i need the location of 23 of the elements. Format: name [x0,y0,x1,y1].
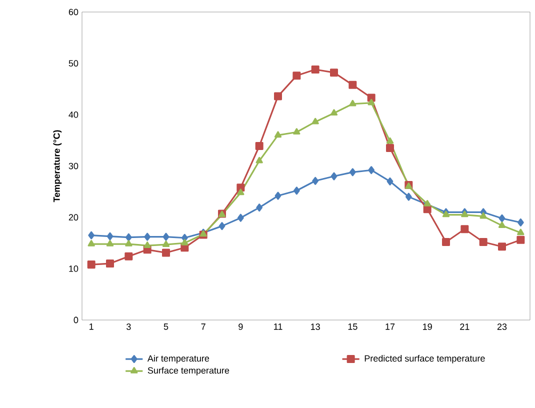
x-tick-label: 11 [274,324,282,330]
legend-label: Surface temperature [148,367,230,376]
y-tick-label: 30 [68,162,78,170]
x-tick-label: 9 [238,324,243,330]
y-axis-title: Temperature (°C) [53,130,62,202]
y-tick-label: 40 [68,111,78,118]
x-tick-label: 7 [201,324,206,330]
x-tick-label: 17 [386,324,395,330]
x-tick-label: 13 [311,324,320,330]
x-tick-label: 19 [423,324,432,330]
y-tick-label: 60 [68,8,78,16]
x-tick-label: 21 [460,324,470,330]
x-tick-label: 15 [348,324,358,330]
x-tick-label: 1 [90,324,94,330]
x-tick-label: 5 [164,324,168,330]
y-tick-label: 0 [74,316,78,324]
x-tick-label: 3 [126,324,131,330]
y-tick-label: 50 [68,60,78,67]
x-tick-label: 23 [497,324,507,330]
y-tick-label: 10 [69,265,78,272]
y-tick-label: 20 [68,214,78,221]
legend-label: Air temperature [147,355,210,364]
legend-label: Predicted surface temperature [364,355,485,364]
